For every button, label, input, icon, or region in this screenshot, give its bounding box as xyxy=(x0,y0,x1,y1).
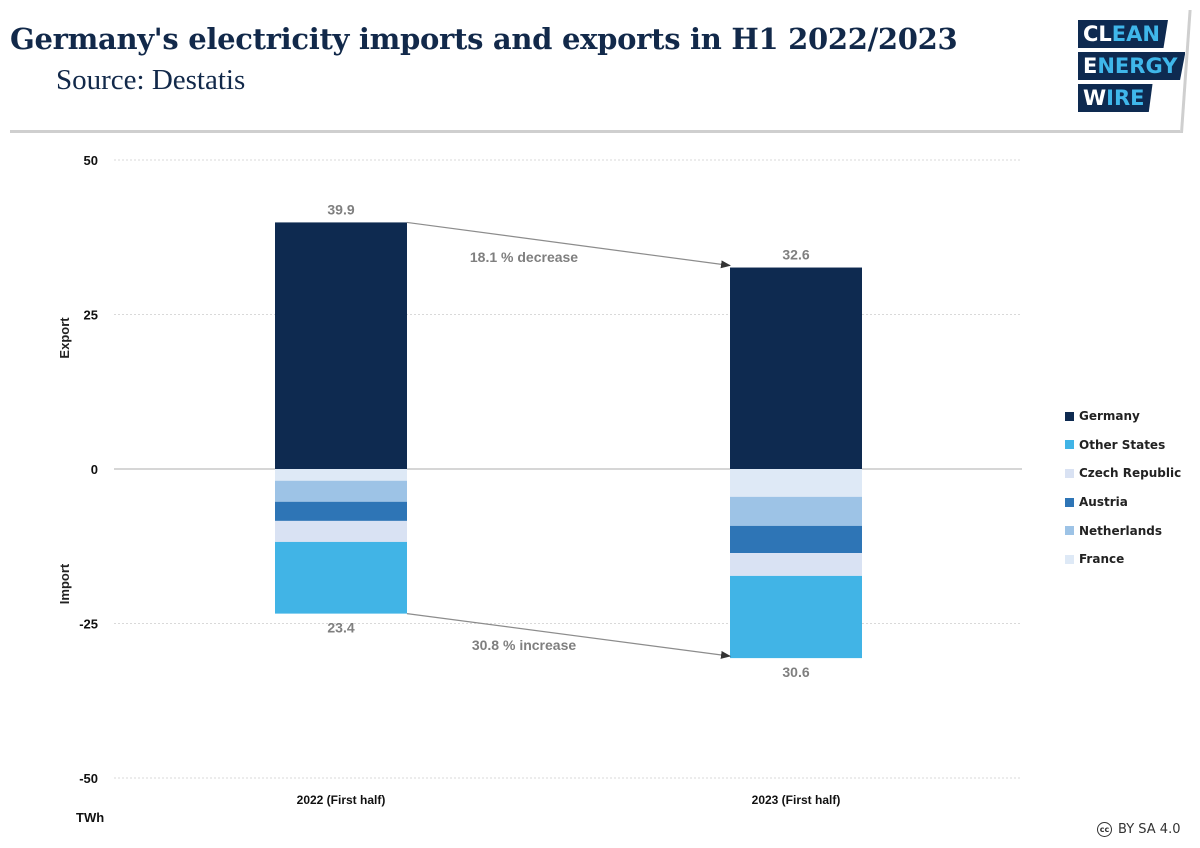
y-tick-label: 50 xyxy=(84,153,98,168)
clean-energy-wire-logo: CLEAN ENERGY WIRE xyxy=(1078,20,1186,116)
legend-item: Other States xyxy=(1065,431,1181,460)
legend-item: Austria xyxy=(1065,488,1181,517)
legend-swatch xyxy=(1065,468,1074,478)
logo-text: E xyxy=(1083,54,1098,78)
legend-label: Czech Republic xyxy=(1079,466,1182,481)
bar-segment-czech-republic xyxy=(275,520,407,542)
legend-item: France xyxy=(1065,545,1181,574)
legend-item: Czech Republic xyxy=(1065,459,1181,488)
annotation-arrow xyxy=(406,613,731,659)
import-total-label: 23.4 xyxy=(327,620,354,636)
y-axis-label-import: Import xyxy=(57,563,72,604)
bar-segment-germany xyxy=(730,267,862,469)
legend: Germany Other States Czech Republic Austria… xyxy=(1065,402,1181,574)
legend-label: Netherlands xyxy=(1079,523,1163,538)
x-tick-label: 2023 (First half) xyxy=(752,793,841,807)
export-total-label: 39.9 xyxy=(327,201,354,217)
chart-title: Germany's electricity imports and export… xyxy=(10,22,958,56)
legend-label: Germany xyxy=(1079,409,1140,424)
bar-segment-germany xyxy=(275,222,407,469)
logo-text: NERGY xyxy=(1097,54,1178,78)
chart-source: Source: Destatis xyxy=(56,64,246,96)
logo-text: IRE xyxy=(1106,86,1145,110)
y-tick-label: 0 xyxy=(91,462,98,477)
legend-swatch xyxy=(1065,554,1074,564)
x-tick-label: 2022 (First half) xyxy=(297,793,386,807)
bar-segment-netherlands xyxy=(730,496,862,526)
y-axis-ticks: 50 25 0 -25 -50 xyxy=(79,153,98,786)
bar-segment-france xyxy=(275,469,407,481)
license: cc BY SA 4.0 xyxy=(1097,822,1180,837)
export-total-label: 32.6 xyxy=(782,247,809,263)
header: Germany's electricity imports and export… xyxy=(0,0,1200,134)
annotation-arrow xyxy=(406,221,731,269)
legend-swatch xyxy=(1065,440,1074,450)
bars: 39.9 23.4 32.6 30.6 xyxy=(275,201,862,680)
import-total-label: 30.6 xyxy=(782,664,809,680)
bar-segment-other-states xyxy=(730,575,862,659)
annotations: 18.1 % decrease 30.8 % increase xyxy=(406,221,731,659)
bar-segment-czech-republic xyxy=(730,553,862,576)
creative-commons-icon: cc xyxy=(1097,822,1112,837)
legend-swatch xyxy=(1065,526,1074,536)
bar-segment-other-states xyxy=(275,541,407,614)
legend-label: France xyxy=(1079,552,1125,567)
logo-row-energy: ENERGY xyxy=(1078,52,1186,80)
legend-swatch xyxy=(1065,497,1074,507)
logo-text: CL xyxy=(1083,22,1112,46)
y-tick-label: -50 xyxy=(79,771,98,786)
y-tick-label: -25 xyxy=(79,617,98,632)
license-text: BY SA 4.0 xyxy=(1118,822,1181,837)
annotation-label: 30.8 % increase xyxy=(472,637,577,653)
logo-text: W xyxy=(1083,86,1107,110)
y-tick-label: 25 xyxy=(84,308,98,323)
bar-segment-netherlands xyxy=(275,480,407,502)
annotation-label: 18.1 % decrease xyxy=(470,249,578,265)
bar-segment-austria xyxy=(275,501,407,521)
logo-text: EAN xyxy=(1111,22,1160,46)
unit-label: TWh xyxy=(76,810,104,825)
legend-label: Austria xyxy=(1079,495,1128,510)
gridlines xyxy=(114,159,1022,779)
legend-label: Other States xyxy=(1079,437,1166,452)
bar-segment-austria xyxy=(730,525,862,554)
logo-row-wire: WIRE xyxy=(1078,84,1153,112)
header-divider xyxy=(10,130,1180,133)
legend-swatch xyxy=(1065,411,1074,421)
logo-row-clean: CLEAN xyxy=(1078,20,1168,48)
bar-segment-france xyxy=(730,469,862,497)
legend-item: Netherlands xyxy=(1065,516,1181,545)
legend-item: Germany xyxy=(1065,402,1181,431)
y-axis-label-export: Export xyxy=(57,317,72,359)
x-axis-ticks: 2022 (First half) 2023 (First half) xyxy=(297,793,841,807)
